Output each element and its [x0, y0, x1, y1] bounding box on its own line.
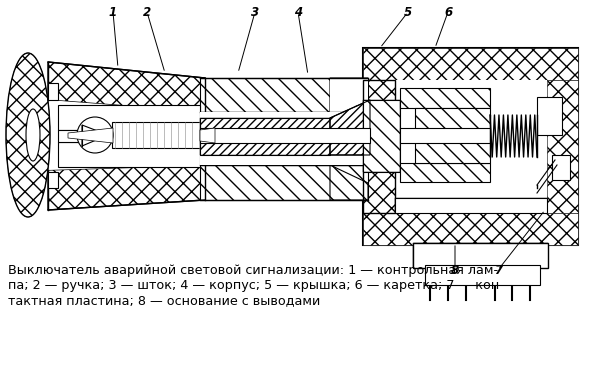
Bar [200, 165, 368, 200]
Bar [200, 118, 330, 155]
Bar [363, 213, 578, 245]
Text: 4: 4 [294, 6, 302, 19]
Circle shape [77, 117, 113, 153]
Text: тактная пластина; 8 — основание с выводами: тактная пластина; 8 — основание с вывода… [8, 294, 320, 307]
Bar [200, 118, 330, 155]
Bar [363, 80, 395, 213]
Text: Выключатель аварийной световой сигнализации: 1 — контрольная лам-: Выключатель аварийной световой сигнализа… [8, 264, 498, 277]
Bar [395, 198, 547, 213]
Bar [413, 243, 548, 268]
Polygon shape [48, 165, 205, 210]
Text: 5: 5 [404, 6, 412, 19]
Bar [363, 48, 578, 245]
Bar [425, 265, 540, 285]
Polygon shape [48, 83, 58, 100]
Bar [547, 80, 578, 213]
Bar [400, 88, 490, 108]
Bar [400, 128, 490, 143]
Bar [200, 78, 368, 112]
Polygon shape [330, 78, 368, 112]
Bar [363, 100, 400, 172]
Bar [112, 122, 200, 148]
Polygon shape [200, 128, 215, 143]
Text: 7: 7 [494, 263, 502, 276]
Polygon shape [48, 100, 205, 170]
Bar [200, 112, 368, 165]
Text: 8: 8 [451, 263, 459, 276]
Ellipse shape [26, 109, 40, 161]
Bar [58, 142, 200, 167]
Bar [552, 155, 570, 180]
Bar [400, 163, 490, 182]
Polygon shape [68, 128, 113, 143]
Bar [200, 128, 370, 143]
Bar [58, 130, 200, 142]
Bar [58, 105, 200, 130]
Bar [363, 80, 395, 213]
Polygon shape [330, 78, 368, 118]
Polygon shape [48, 62, 205, 112]
Text: 2: 2 [143, 6, 151, 19]
Bar [363, 100, 400, 172]
Text: 1: 1 [109, 6, 117, 19]
Text: 3: 3 [251, 6, 259, 19]
Bar [415, 108, 490, 163]
Bar [395, 198, 547, 213]
Bar [537, 97, 562, 135]
Bar [395, 80, 547, 213]
Bar [363, 48, 578, 80]
Polygon shape [48, 172, 58, 188]
Bar [413, 243, 548, 268]
Text: 6: 6 [444, 6, 452, 19]
Ellipse shape [6, 53, 50, 217]
Polygon shape [330, 165, 368, 200]
Text: па; 2 — ручка; 3 — шток; 4 — корпус; 5 — крышка; 6 — каретка; 7 — кон-: па; 2 — ручка; 3 — шток; 4 — корпус; 5 —… [8, 279, 504, 292]
Polygon shape [330, 100, 370, 155]
